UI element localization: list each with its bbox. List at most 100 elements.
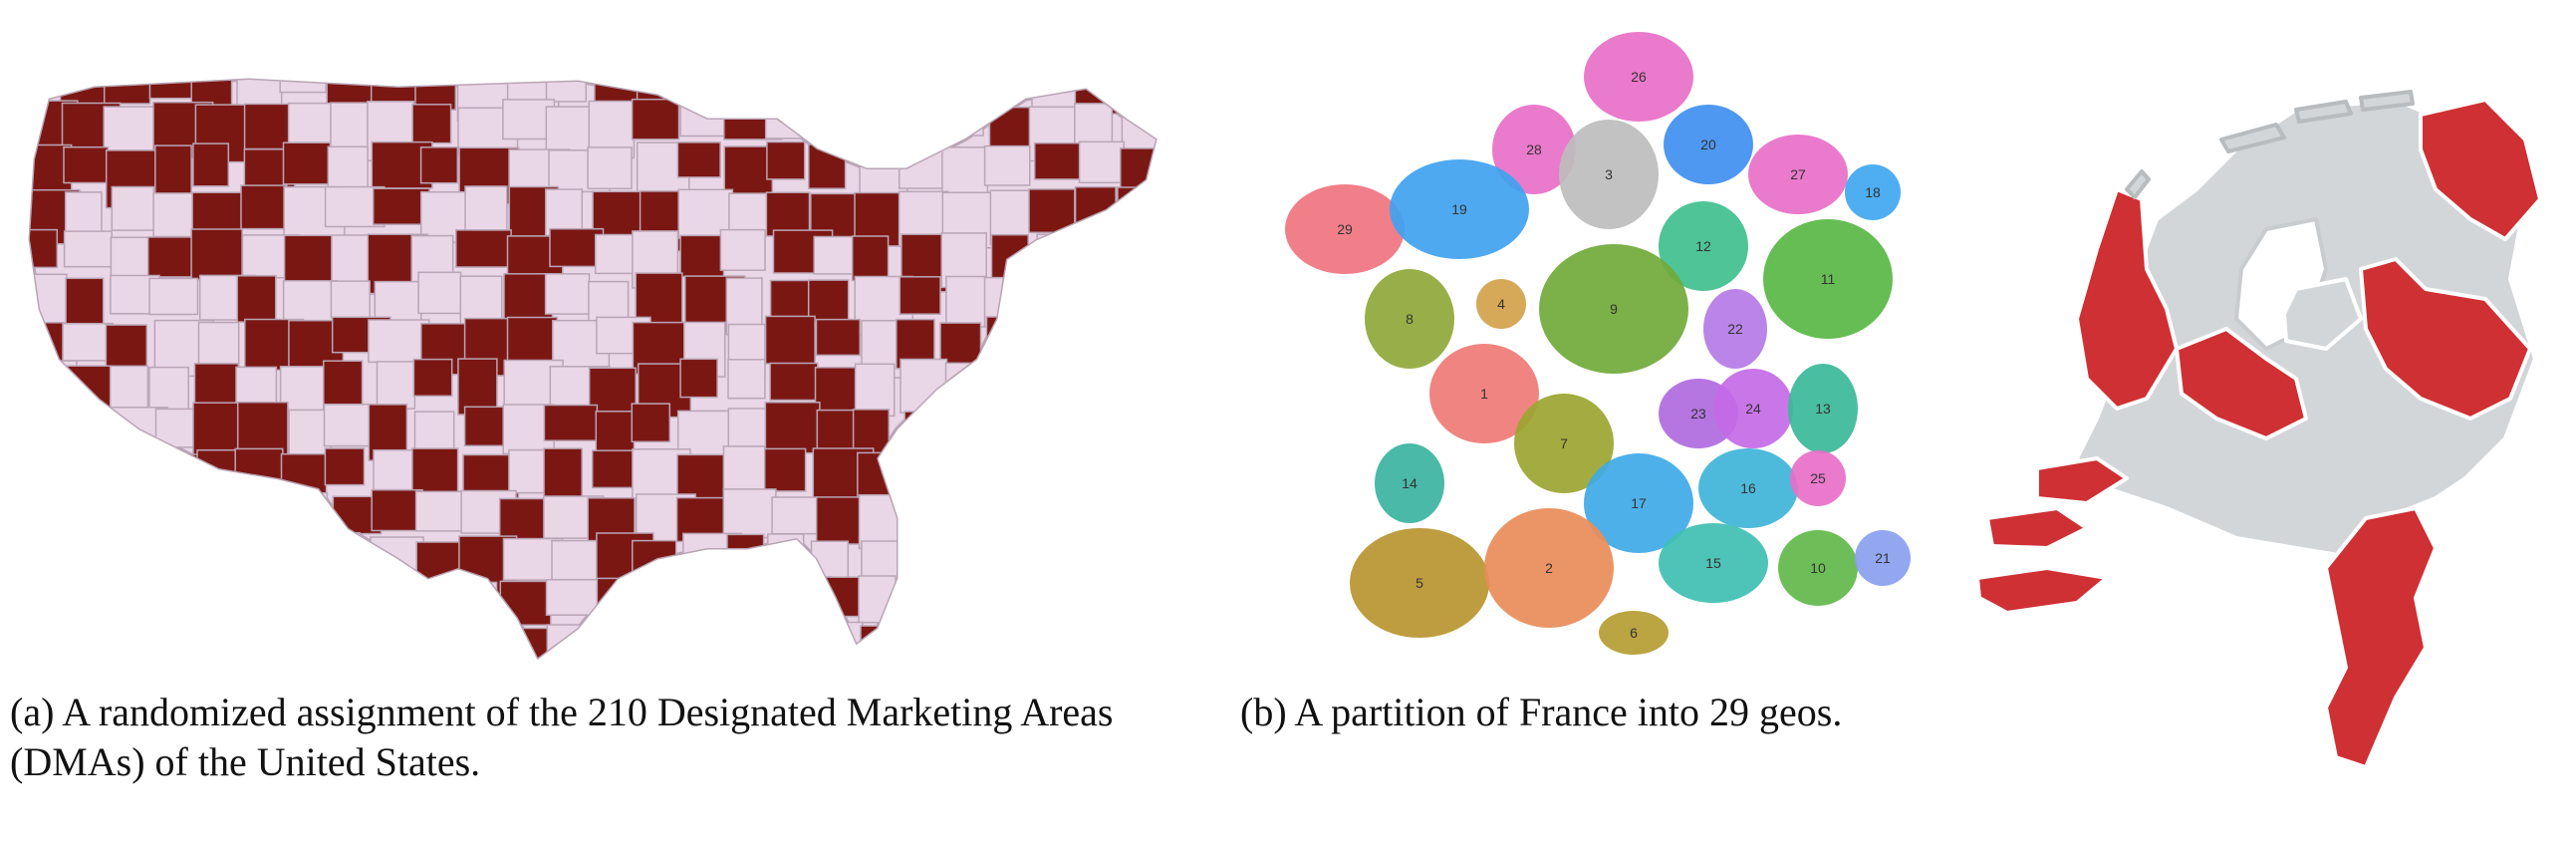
dma-region xyxy=(813,621,864,658)
dma-region xyxy=(634,577,692,631)
dma-region xyxy=(764,402,821,454)
france-geo-label-13: 13 xyxy=(1815,401,1831,417)
dma-region xyxy=(1119,80,1156,92)
dma-region xyxy=(1116,271,1156,330)
dma-region xyxy=(939,625,984,658)
dma-region xyxy=(368,319,430,364)
dma-region xyxy=(411,104,452,144)
dma-region xyxy=(682,80,731,98)
us-dma-map xyxy=(20,60,1165,668)
dma-region xyxy=(813,235,855,275)
france-geo-8 xyxy=(1365,269,1454,369)
dma-region xyxy=(990,404,1035,447)
france-geo-label-12: 12 xyxy=(1695,238,1711,254)
dma-region xyxy=(769,576,833,624)
dma-region xyxy=(808,143,847,189)
dma-region xyxy=(30,531,79,592)
dma-region xyxy=(765,191,811,237)
dma-region xyxy=(1028,188,1076,234)
dma-region xyxy=(596,577,645,632)
dma-region xyxy=(109,365,149,411)
france-geo-label-14: 14 xyxy=(1402,475,1417,491)
dma-region xyxy=(1072,365,1118,418)
dma-region xyxy=(858,575,897,624)
france-geo-21 xyxy=(1855,530,1911,586)
dma-region xyxy=(815,107,866,149)
nl-region-treatment-zeeland-1 xyxy=(2035,456,2129,505)
dma-region xyxy=(30,489,56,549)
dma-region xyxy=(764,315,816,365)
dma-region xyxy=(238,579,297,638)
dma-region xyxy=(1123,618,1156,658)
dma-region xyxy=(282,491,329,554)
france-geo-label-10: 10 xyxy=(1810,560,1826,576)
dma-region xyxy=(1029,362,1083,418)
dma-region xyxy=(240,495,293,544)
france-geo-label-22: 22 xyxy=(1727,321,1743,337)
dma-region xyxy=(1078,141,1125,184)
france-geo-label-9: 9 xyxy=(1610,301,1618,317)
france-geo-label-2: 2 xyxy=(1545,560,1553,576)
dma-region xyxy=(722,624,780,658)
france-geo-label-1: 1 xyxy=(1480,386,1488,402)
nl-region-treatment-center xyxy=(2175,327,2308,440)
france-geo-label-24: 24 xyxy=(1745,401,1761,417)
dma-region xyxy=(1077,491,1134,534)
dma-region xyxy=(190,628,230,658)
dma-region xyxy=(807,279,850,324)
dma-region xyxy=(30,447,57,494)
dma-region xyxy=(989,80,1036,93)
dma-region xyxy=(543,404,599,441)
dma-region xyxy=(30,407,63,448)
france-geo-15 xyxy=(1659,523,1768,603)
dma-region xyxy=(984,495,1049,543)
france-geo-19 xyxy=(1390,159,1529,259)
dma-region xyxy=(323,531,361,589)
dma-region xyxy=(679,358,718,399)
dma-region xyxy=(1028,450,1085,509)
france-geo-label-21: 21 xyxy=(1875,550,1891,566)
nl-wadden-4 xyxy=(2125,169,2151,199)
dma-region xyxy=(722,445,766,494)
dma-region xyxy=(324,447,366,486)
dma-region xyxy=(456,581,498,644)
dma-region xyxy=(860,625,915,658)
dma-region xyxy=(727,80,791,96)
dma-region xyxy=(193,581,235,634)
dma-region xyxy=(110,583,149,631)
dma-region xyxy=(287,583,340,643)
dma-region xyxy=(990,361,1048,412)
dma-region xyxy=(63,621,106,658)
dma-region xyxy=(1116,450,1156,490)
nl-wadden-1 xyxy=(2219,123,2286,153)
dma-region xyxy=(323,403,375,447)
dma-region xyxy=(1033,271,1076,326)
dma-region xyxy=(544,273,591,315)
dma-region xyxy=(499,580,552,626)
dma-region xyxy=(1074,185,1117,226)
dma-region xyxy=(1123,493,1156,548)
dma-region xyxy=(108,531,157,585)
dma-region xyxy=(1078,275,1140,334)
nl-flevoland xyxy=(2282,277,2363,351)
france-geo-29 xyxy=(1285,184,1405,274)
dma-region xyxy=(103,106,156,154)
dma-region xyxy=(147,620,196,658)
dma-region xyxy=(901,628,941,658)
caption-a: (a) A randomized assignment of the 210 D… xyxy=(10,690,1114,784)
dma-region xyxy=(984,449,1046,497)
dma-region xyxy=(1118,235,1156,279)
france-geo-27 xyxy=(1748,135,1848,214)
france-geo-26 xyxy=(1584,32,1693,122)
dma-region xyxy=(1034,497,1079,553)
dma-region xyxy=(236,275,277,323)
france-geo-label-17: 17 xyxy=(1631,495,1647,511)
dma-region xyxy=(722,488,777,539)
dma-region xyxy=(198,541,244,582)
dma-region xyxy=(30,625,70,658)
dma-region xyxy=(631,98,680,141)
dma-region xyxy=(900,538,939,598)
dma-region xyxy=(412,358,453,398)
dma-region xyxy=(197,321,240,371)
